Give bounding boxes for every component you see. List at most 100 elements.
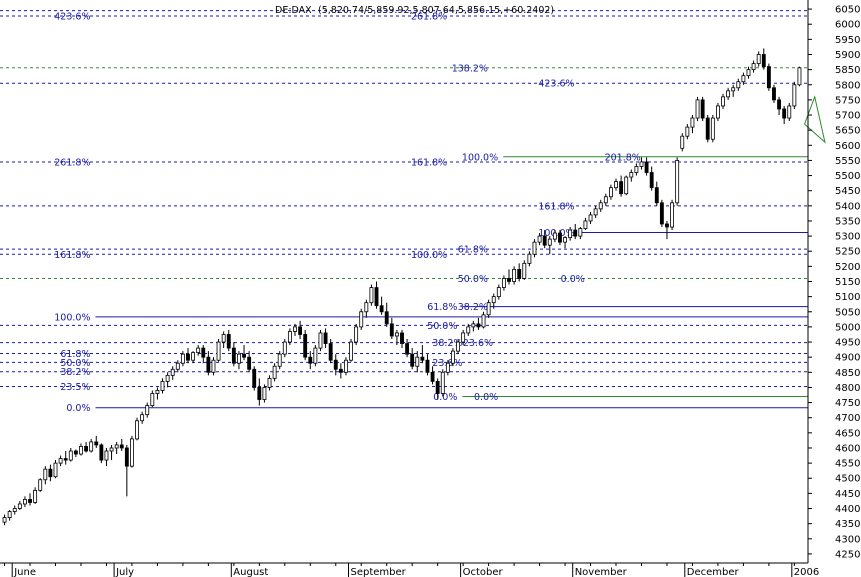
x-tick-label: 2006	[794, 567, 819, 577]
candle-down	[333, 359, 338, 370]
candle-down	[257, 387, 262, 400]
y-tick-label: 4900	[835, 353, 860, 364]
candle-up	[532, 241, 537, 255]
candle-up	[741, 75, 746, 83]
candle-up	[33, 489, 38, 503]
candle-down	[772, 87, 776, 101]
fib-level-label: 0.0%	[66, 403, 90, 414]
candle-up	[58, 458, 63, 464]
candle-up	[451, 350, 455, 364]
candle-up	[440, 371, 445, 394]
y-tick-label: 5950	[835, 35, 860, 46]
candle-up	[109, 447, 114, 452]
candle-up	[140, 414, 145, 422]
y-tick-label: 4400	[835, 504, 860, 515]
candle-down	[405, 343, 410, 355]
candle-up	[563, 237, 567, 243]
candle-up	[639, 161, 644, 167]
fib-level-label: 38.2%	[432, 338, 462, 349]
candle-down	[659, 202, 664, 225]
candle-up	[354, 326, 359, 343]
fib-level-label: 38.2%	[60, 367, 90, 378]
candle-up	[787, 105, 792, 119]
candle-up	[721, 96, 725, 107]
fib-level-label: 23.5%	[60, 382, 90, 393]
y-tick-label: 4350	[835, 519, 860, 530]
candle-down	[644, 161, 649, 173]
candle-up	[191, 352, 196, 361]
candle-up	[466, 326, 471, 334]
triangle-outline	[804, 95, 826, 144]
y-tick-label: 4300	[835, 534, 860, 545]
y-tick-label: 5800	[835, 80, 860, 91]
y-tick-label: 5600	[835, 141, 860, 152]
candle-up	[170, 368, 175, 376]
candle-up	[486, 302, 491, 316]
y-tick-label: 5050	[835, 307, 860, 318]
candle-up	[746, 69, 751, 77]
candle-down	[63, 458, 68, 461]
price-candles	[2, 48, 802, 526]
candle-down	[389, 323, 394, 337]
candle-up	[726, 90, 731, 98]
candle-up	[792, 84, 797, 107]
candle-down	[73, 450, 78, 455]
candle-down	[201, 347, 206, 358]
y-tick-label: 5300	[835, 232, 860, 243]
fib-level-label: 50.0%	[458, 274, 488, 285]
candle-up	[695, 99, 700, 119]
candle-down	[430, 371, 435, 382]
candle-down	[328, 343, 333, 361]
y-tick-label: 4550	[835, 459, 860, 470]
candle-up	[552, 232, 557, 240]
fib-level-label: 0.0%	[433, 392, 457, 403]
fib-level-label: 423.6%	[538, 79, 574, 90]
fib-level-label: 100.0%	[54, 312, 90, 323]
candle-up	[527, 253, 532, 264]
candle-down	[84, 446, 89, 452]
candle-up	[715, 105, 720, 119]
candle-up	[394, 332, 399, 337]
candle-up	[731, 87, 736, 92]
y-tick-label: 4500	[835, 474, 860, 485]
candle-up	[175, 362, 180, 370]
candle-down	[410, 353, 415, 367]
candle-up	[359, 311, 364, 328]
fib-level-label: 61.8%	[458, 245, 488, 256]
candle-up	[79, 446, 83, 455]
candle-up	[471, 323, 476, 328]
fibonacci-levels	[0, 10, 808, 409]
candle-up	[221, 334, 226, 343]
candle-up	[481, 314, 486, 328]
y-tick-label: 5200	[835, 262, 860, 273]
candle-down	[542, 235, 547, 246]
y-tick-label: 5100	[835, 292, 860, 303]
candle-up	[160, 380, 165, 391]
candle-up	[349, 341, 353, 361]
candle-down	[649, 172, 654, 189]
candle-up	[165, 374, 170, 382]
fib-level-label: 138.2%	[452, 63, 488, 74]
fib-level-label: 61.8%	[60, 349, 90, 360]
y-tick-label: 5900	[835, 50, 860, 61]
candle-down	[777, 99, 781, 110]
candle-down	[94, 441, 99, 446]
candle-up	[461, 332, 466, 343]
fib-level-label: 0.0%	[561, 274, 585, 285]
y-tick-label: 5700	[835, 111, 860, 122]
y-tick-label: 5850	[835, 65, 860, 76]
x-tick-label: October	[463, 567, 504, 577]
candle-up	[282, 341, 287, 355]
candle-up	[364, 302, 369, 313]
candle-up	[196, 347, 201, 354]
candle-down	[374, 287, 379, 307]
fib-level-label: 261.8%	[411, 12, 447, 23]
fib-level-label: 161.8%	[54, 250, 90, 261]
candle-down	[323, 332, 328, 344]
fib-level-label: 100.0%	[462, 152, 498, 163]
fib-level-label: 261.8%	[54, 157, 90, 168]
candle-up	[313, 347, 318, 364]
candle-up	[180, 353, 185, 364]
candle-up	[690, 117, 695, 128]
